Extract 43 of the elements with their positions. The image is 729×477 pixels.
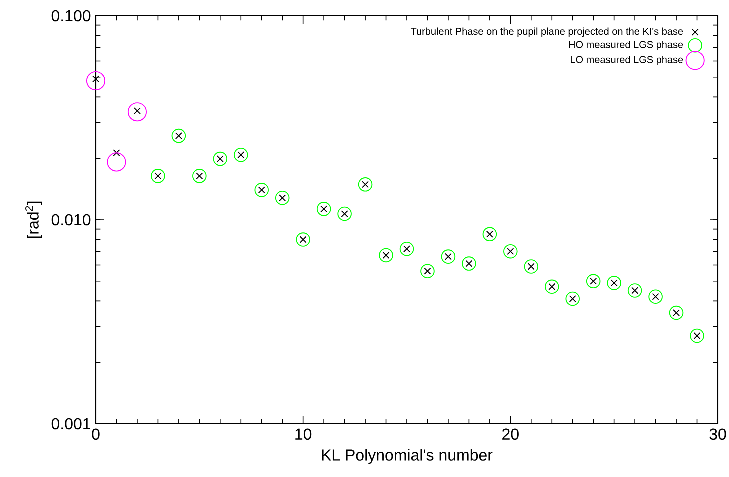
point <box>482 227 498 242</box>
point <box>504 244 518 259</box>
y-tick-label: 0.100 <box>52 10 91 22</box>
point <box>151 169 166 184</box>
point <box>275 190 290 206</box>
point <box>316 202 332 216</box>
point <box>107 152 126 172</box>
point <box>441 250 456 264</box>
point <box>358 178 373 192</box>
point <box>234 148 248 162</box>
point <box>296 232 310 247</box>
legend-label: Turbulent Phase on the pupil plane projected on the KI's base <box>410 28 684 38</box>
point <box>544 280 560 294</box>
point <box>420 264 435 279</box>
x-tick-label: 30 <box>710 428 726 440</box>
point <box>172 128 186 144</box>
y-tick-label: 0.010 <box>52 214 91 226</box>
point <box>586 274 601 289</box>
point <box>86 71 106 91</box>
point <box>648 290 663 304</box>
x-axis-title: KL Polynomial's number <box>322 449 493 464</box>
point <box>524 260 539 274</box>
point <box>462 256 476 271</box>
x-tick-label: 0 <box>92 428 100 440</box>
point <box>213 152 228 166</box>
point <box>128 102 148 122</box>
legend-label: HO measured LGS phase <box>569 40 684 50</box>
point <box>192 169 207 184</box>
point <box>254 183 270 198</box>
y-tick-label: 0.001 <box>52 418 91 430</box>
point <box>690 328 704 344</box>
y-axis-title: [rad$^{2}$] <box>26 202 42 238</box>
point <box>338 206 352 222</box>
x-tick-label: 20 <box>502 428 519 440</box>
point <box>379 248 394 263</box>
point <box>628 284 642 298</box>
point <box>400 242 414 256</box>
point <box>113 150 120 156</box>
point <box>669 306 684 320</box>
legend-label: LO measured LGS phase <box>571 56 684 66</box>
point <box>607 276 622 290</box>
x-tick-label: 10 <box>296 428 312 440</box>
point <box>566 292 580 306</box>
